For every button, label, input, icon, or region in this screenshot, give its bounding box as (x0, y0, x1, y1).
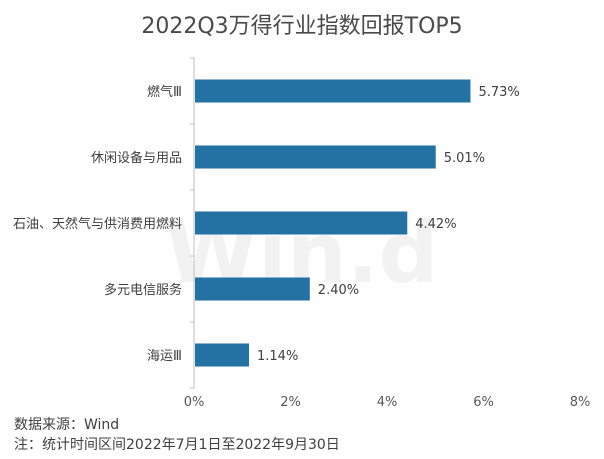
data-label: 4.42% (415, 217, 456, 232)
x-tick-label: 4% (377, 395, 398, 410)
category-label: 海运Ⅲ (147, 349, 182, 364)
data-label: 5.01% (444, 151, 485, 166)
bar (195, 79, 471, 103)
x-tick-label: 2% (280, 395, 301, 410)
bar (195, 211, 408, 235)
data-label: 1.14% (257, 349, 298, 364)
category-label: 休闲设备与用品 (91, 150, 182, 166)
data-source-note: 数据来源：Wind (14, 417, 120, 433)
bar (195, 343, 250, 367)
date-range-note: 注：统计时间区间2022年7月1日至2022年9月30日 (14, 437, 340, 453)
category-label: 石油、天然气与供消费用燃料 (13, 216, 182, 232)
x-tick-label: 8% (570, 395, 591, 410)
bar (195, 277, 310, 301)
bar (195, 145, 436, 169)
category-label: 燃气Ⅲ (147, 84, 182, 100)
category-label: 多元电信服务 (104, 282, 182, 298)
data-label: 2.40% (318, 283, 359, 298)
chart-title: 2022Q3万得行业指数回报TOP5 (141, 14, 463, 39)
data-label: 5.73% (478, 85, 519, 100)
x-tick-label: 0% (184, 395, 205, 410)
x-tick-label: 6% (473, 395, 494, 410)
